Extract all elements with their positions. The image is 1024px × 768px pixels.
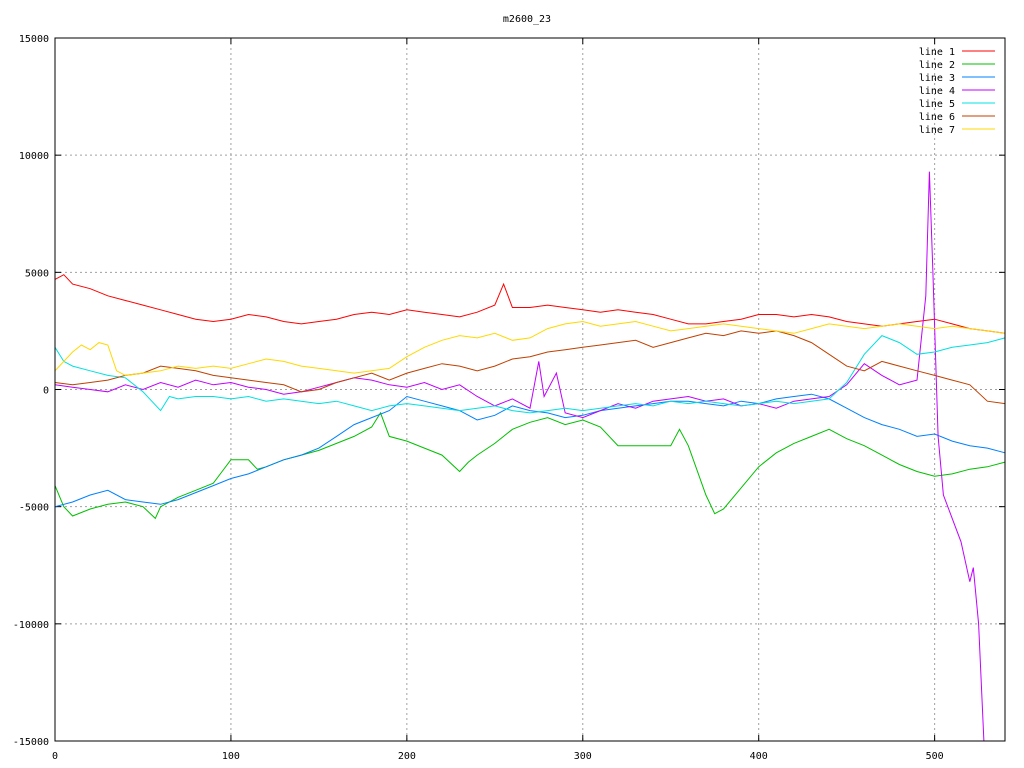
y-tick-label: -15000 bbox=[13, 737, 49, 748]
series-line-3 bbox=[54, 393, 1006, 508]
x-tick-label: 200 bbox=[398, 751, 416, 762]
legend-label-7: line 7 bbox=[919, 125, 955, 136]
y-tick-label: 15000 bbox=[19, 34, 49, 45]
x-tick-label: 400 bbox=[750, 751, 768, 762]
y-tick-label: 5000 bbox=[25, 268, 49, 279]
legend-label-1: line 1 bbox=[919, 47, 955, 58]
series-line-7 bbox=[54, 320, 1006, 376]
x-tick-label: 500 bbox=[926, 751, 944, 762]
plot-area-frame bbox=[54, 37, 1006, 742]
legend-label-3: line 3 bbox=[919, 73, 955, 84]
x-tick-label: 100 bbox=[222, 751, 240, 762]
legend-label-2: line 2 bbox=[919, 60, 955, 71]
series-line-1 bbox=[54, 274, 1006, 334]
series-line-5 bbox=[54, 335, 1006, 414]
y-axis-tick-labels: -15000 -10000 -5000 0 5000 10000 15000 bbox=[13, 34, 49, 748]
x-tick-label: 0 bbox=[52, 751, 58, 762]
y-tick-label: 10000 bbox=[19, 151, 49, 162]
series-line-6 bbox=[54, 330, 1006, 405]
chart-title: m2600_23 bbox=[503, 14, 551, 25]
y-tick-label: -5000 bbox=[19, 503, 49, 514]
y-tick-label: -10000 bbox=[13, 620, 49, 631]
series-lines bbox=[54, 171, 1006, 742]
series-line-2 bbox=[54, 411, 1006, 520]
y-tick-label: 0 bbox=[43, 386, 49, 397]
x-axis-tick-labels: 0 100 200 300 400 500 bbox=[52, 751, 944, 762]
x-tick-label: 300 bbox=[574, 751, 592, 762]
legend-label-4: line 4 bbox=[919, 86, 955, 97]
legend: line 1 line 2 line 3 line 4 line 5 line 6 line… bbox=[919, 47, 995, 136]
series-line-4 bbox=[54, 171, 985, 742]
legend-label-5: line 5 bbox=[919, 99, 955, 110]
grid-lines bbox=[54, 37, 1005, 742]
legend-label-6: line 6 bbox=[919, 112, 955, 123]
